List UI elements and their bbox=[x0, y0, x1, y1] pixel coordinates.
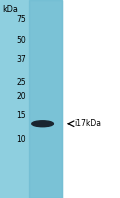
Ellipse shape bbox=[32, 121, 53, 127]
Bar bbox=[29, 0, 62, 198]
Text: 20: 20 bbox=[16, 91, 26, 101]
Text: 37: 37 bbox=[16, 55, 26, 64]
Bar bbox=[0, 0, 62, 198]
Text: 15: 15 bbox=[16, 111, 26, 120]
Text: 50: 50 bbox=[16, 36, 26, 45]
Text: kDa: kDa bbox=[2, 5, 18, 14]
Text: 10: 10 bbox=[16, 135, 26, 144]
Text: ⅰ17kDa: ⅰ17kDa bbox=[74, 119, 101, 128]
Text: 75: 75 bbox=[16, 15, 26, 24]
Text: 25: 25 bbox=[16, 78, 26, 87]
